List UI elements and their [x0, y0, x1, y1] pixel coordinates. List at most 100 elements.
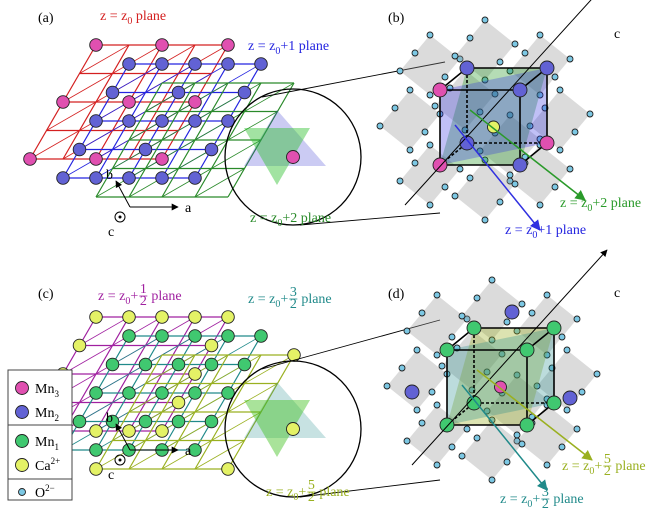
atom	[89, 386, 103, 400]
line	[112, 335, 163, 365]
oxygen	[513, 371, 521, 379]
line	[211, 139, 262, 169]
atom	[519, 342, 535, 358]
oxygen	[481, 76, 489, 84]
oxygen	[413, 346, 421, 354]
oxygen	[543, 291, 551, 299]
line	[178, 82, 229, 112]
atom	[89, 114, 103, 128]
oxygen	[503, 458, 511, 466]
atom	[155, 386, 169, 400]
atom	[171, 414, 186, 429]
atom	[404, 384, 420, 400]
line	[145, 335, 196, 365]
plane-rest: +	[280, 292, 288, 307]
atom	[89, 310, 103, 324]
atom	[188, 443, 202, 457]
atom	[466, 320, 482, 336]
plane-rest: plane	[132, 9, 166, 24]
plane-rest: +	[130, 289, 138, 304]
line	[261, 61, 446, 98]
line	[469, 109, 586, 201]
atom	[105, 414, 120, 429]
oxygen	[413, 406, 421, 414]
oxygen	[426, 141, 434, 149]
oxygen	[566, 165, 574, 173]
line	[194, 440, 245, 470]
atom	[459, 60, 475, 76]
octahedron	[510, 35, 570, 95]
oxygen	[463, 315, 471, 323]
legend-name: Mn	[35, 406, 54, 421]
atom	[122, 57, 136, 71]
shade	[244, 400, 310, 457]
oxygen	[396, 67, 404, 75]
oxygen	[396, 177, 404, 185]
atom	[539, 60, 555, 76]
atom	[221, 462, 235, 476]
atom	[221, 57, 235, 71]
line	[476, 369, 593, 461]
plane-base: z = z	[100, 9, 127, 24]
atom	[89, 462, 103, 476]
plane-base: z = z	[98, 289, 125, 304]
line	[244, 354, 295, 384]
oxygen	[536, 201, 544, 209]
line	[227, 383, 278, 413]
shade	[244, 382, 326, 438]
oxygen	[551, 73, 559, 81]
plane-sub: 0	[127, 16, 132, 27]
oxygen	[481, 16, 489, 24]
plane-base: z = z	[560, 196, 587, 211]
octahedron	[517, 295, 577, 355]
octahedron	[510, 145, 570, 205]
line	[145, 82, 196, 112]
plane-base: z = z	[248, 39, 275, 54]
line	[62, 73, 113, 103]
oxygen	[558, 333, 566, 341]
atom	[171, 85, 186, 100]
oxygen	[491, 90, 499, 98]
plane-rest: +1 plane	[280, 39, 329, 54]
legend-label: Mn1	[35, 435, 59, 452]
legend-sub: 1	[54, 442, 59, 452]
atom	[72, 414, 87, 429]
atom	[204, 338, 219, 353]
line	[211, 82, 262, 112]
line	[62, 149, 113, 179]
line	[461, 384, 548, 491]
oxygen	[426, 31, 434, 39]
plane-tail: plane	[319, 485, 349, 500]
legend-label: Ca2+	[35, 456, 60, 474]
legend-name: Mn	[35, 382, 54, 397]
atom	[155, 171, 169, 185]
line	[112, 44, 163, 74]
legend-marker	[15, 381, 29, 395]
oxygen	[488, 336, 496, 344]
atom	[221, 386, 235, 400]
plane-tail: plane	[615, 459, 645, 474]
panel-label: (b)	[388, 11, 405, 26]
legend-name: Ca	[35, 459, 51, 474]
legend-marker	[15, 458, 29, 472]
plane-base: z = z	[562, 459, 589, 474]
plane-sub: 0	[532, 230, 537, 241]
line	[161, 440, 212, 470]
oxygen	[431, 102, 439, 110]
plane-label: z = z0+	[500, 492, 540, 510]
legend-label: O2−	[35, 483, 55, 501]
atom	[204, 357, 219, 372]
oxygen	[438, 362, 446, 370]
line	[145, 354, 196, 384]
line	[112, 139, 163, 169]
oxygen	[566, 55, 574, 63]
line	[299, 479, 441, 498]
atom	[221, 310, 235, 324]
octahedron	[400, 35, 460, 95]
line	[95, 168, 146, 198]
oxygen	[428, 388, 436, 396]
oxygen	[433, 351, 441, 359]
oxygen	[593, 370, 601, 378]
line	[79, 120, 130, 150]
oxygen	[563, 346, 571, 354]
